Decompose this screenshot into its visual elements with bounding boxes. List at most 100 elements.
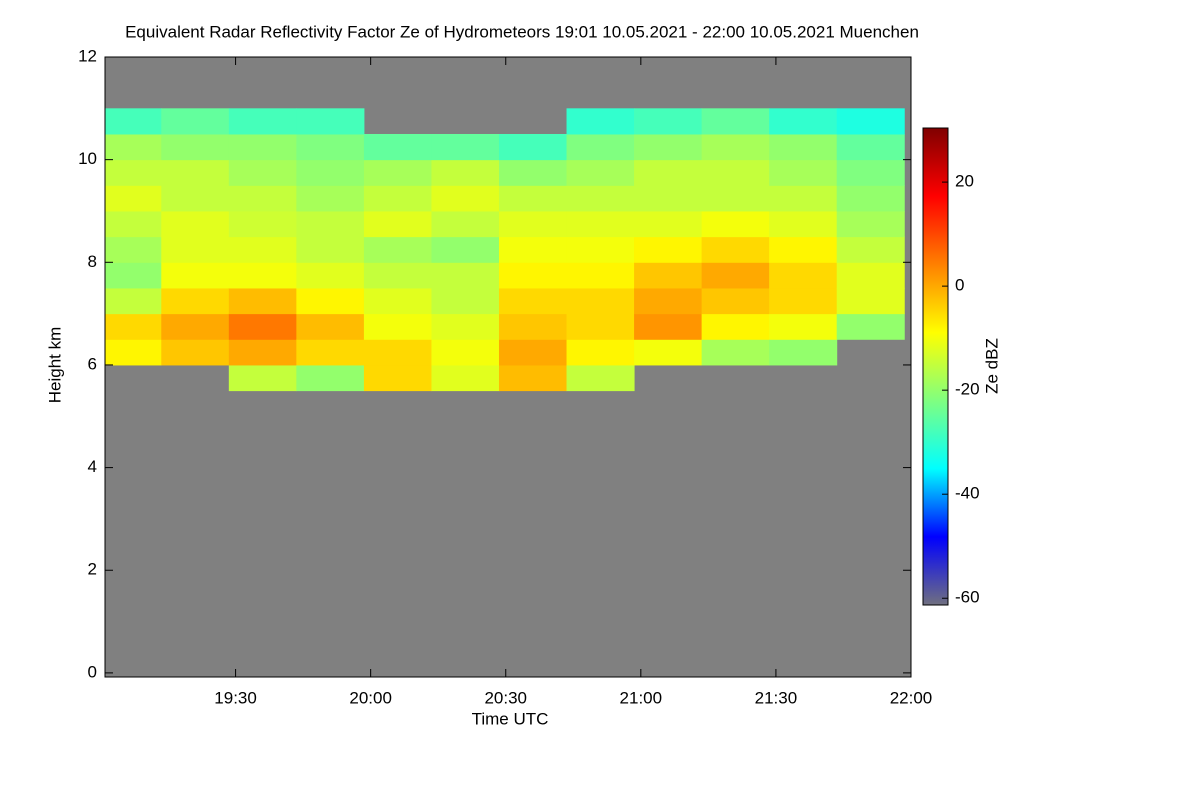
heatmap-cell bbox=[296, 108, 365, 135]
colorbar-label: Ze dBZ bbox=[982, 338, 1001, 394]
heatmap-cell bbox=[498, 364, 568, 392]
heatmap-cell bbox=[836, 236, 905, 263]
heatmap-cell bbox=[634, 210, 703, 238]
heatmap-cell bbox=[836, 133, 905, 161]
heatmap-cell bbox=[296, 210, 365, 238]
heatmap-cell bbox=[296, 159, 365, 186]
heatmap-cell bbox=[105, 313, 162, 340]
heatmap-cell bbox=[566, 108, 635, 135]
heatmap-cell bbox=[566, 313, 635, 340]
y-tick-label: 10 bbox=[78, 149, 97, 168]
heatmap-cell bbox=[431, 313, 500, 340]
x-tick-label: 19:30 bbox=[214, 688, 257, 707]
heatmap-cell bbox=[363, 262, 432, 289]
heatmap-cell bbox=[228, 108, 297, 135]
heatmap-cell bbox=[431, 159, 500, 186]
heatmap-cell bbox=[105, 236, 162, 263]
plot-frame bbox=[104, 56, 912, 678]
heatmap-cell bbox=[296, 287, 365, 315]
heatmap-cell bbox=[296, 185, 365, 212]
heatmap-cell bbox=[296, 262, 365, 289]
heatmap-cell bbox=[769, 339, 838, 366]
heatmap-cell bbox=[498, 133, 568, 161]
colorbar-tick-label: -20 bbox=[955, 380, 980, 399]
heatmap-cell bbox=[566, 287, 635, 315]
colorbar-tick-label: 20 bbox=[955, 172, 974, 191]
heatmap-cell bbox=[105, 185, 162, 212]
heatmap-cell bbox=[769, 133, 838, 161]
heatmap-cell bbox=[161, 236, 230, 263]
heatmap-cell bbox=[161, 133, 230, 161]
y-tick-label: 2 bbox=[88, 560, 97, 579]
heatmap-cell bbox=[363, 210, 432, 238]
heatmap-cell bbox=[769, 262, 838, 289]
heatmap-cell bbox=[634, 108, 703, 135]
heatmap-cell bbox=[836, 210, 905, 238]
y-tick-label: 4 bbox=[88, 457, 97, 476]
colorbar bbox=[922, 127, 949, 606]
heatmap-cell bbox=[105, 159, 162, 186]
heatmap-cell bbox=[566, 262, 635, 289]
x-tick-label: 20:00 bbox=[349, 688, 392, 707]
heatmap-cell bbox=[498, 262, 568, 289]
heatmap-cell bbox=[431, 262, 500, 289]
heatmap-cell bbox=[836, 185, 905, 212]
heatmap-cell bbox=[296, 313, 365, 340]
heatmap-cell bbox=[701, 287, 770, 315]
x-tick-label: 20:30 bbox=[484, 688, 527, 707]
heatmap-cell bbox=[701, 159, 770, 186]
heatmap-cell bbox=[566, 133, 635, 161]
chart-title: Equivalent Radar Reflectivity Factor Ze … bbox=[125, 22, 919, 41]
heatmap-cell bbox=[836, 108, 905, 135]
heatmap-cell bbox=[498, 287, 568, 315]
heatmap-cell bbox=[228, 185, 297, 212]
heatmap-cell bbox=[105, 339, 162, 366]
heatmap-cell bbox=[769, 210, 838, 238]
y-tick-label: 8 bbox=[88, 252, 97, 271]
heatmap-cell bbox=[161, 210, 230, 238]
heatmap-cell bbox=[161, 262, 230, 289]
cells bbox=[105, 108, 905, 392]
heatmap-cell bbox=[566, 236, 635, 263]
heatmap-cell bbox=[566, 159, 635, 186]
heatmap-cell bbox=[296, 133, 365, 161]
colorbar-tick-label: -40 bbox=[955, 484, 980, 503]
y-tick-label: 0 bbox=[88, 662, 97, 681]
x-axis-label: Time UTC bbox=[472, 709, 549, 728]
heatmap-cell bbox=[296, 236, 365, 263]
heatmap-cell bbox=[701, 236, 770, 263]
heatmap-cell bbox=[634, 133, 703, 161]
heatmap-cell bbox=[498, 339, 568, 366]
heatmap-cell bbox=[363, 313, 432, 340]
heatmap-cell bbox=[836, 262, 905, 289]
heatmap-cell bbox=[228, 159, 297, 186]
y-axis-label: Height km bbox=[45, 327, 64, 404]
heatmap-cell bbox=[431, 133, 500, 161]
heatmap-cell bbox=[296, 364, 365, 392]
heatmap-cell bbox=[431, 236, 500, 263]
heatmap-cell bbox=[105, 108, 162, 135]
heatmap-cell bbox=[769, 185, 838, 212]
heatmap-cell bbox=[228, 339, 297, 366]
heatmap-cell bbox=[228, 364, 297, 392]
heatmap-cell bbox=[431, 287, 500, 315]
heatmap-cell bbox=[228, 313, 297, 340]
heatmap-cell bbox=[161, 313, 230, 340]
heatmap-cell bbox=[701, 262, 770, 289]
heatmap-cell bbox=[228, 236, 297, 263]
heatmap-cell bbox=[105, 210, 162, 238]
heatmap-cell bbox=[701, 210, 770, 238]
heatmap-cell bbox=[105, 133, 162, 161]
heatmap-cell bbox=[634, 339, 703, 366]
y-tick-label: 12 bbox=[78, 46, 97, 65]
heatmap-cell bbox=[634, 159, 703, 186]
heatmap-cell bbox=[769, 236, 838, 263]
heatmap-cell bbox=[634, 313, 703, 340]
heatmap-cell bbox=[701, 133, 770, 161]
heatmap-cell bbox=[363, 133, 432, 161]
heatmap-cell bbox=[228, 287, 297, 315]
heatmap-cell bbox=[634, 185, 703, 212]
heatmap-cell bbox=[161, 339, 230, 366]
heatmap-cell bbox=[701, 108, 770, 135]
